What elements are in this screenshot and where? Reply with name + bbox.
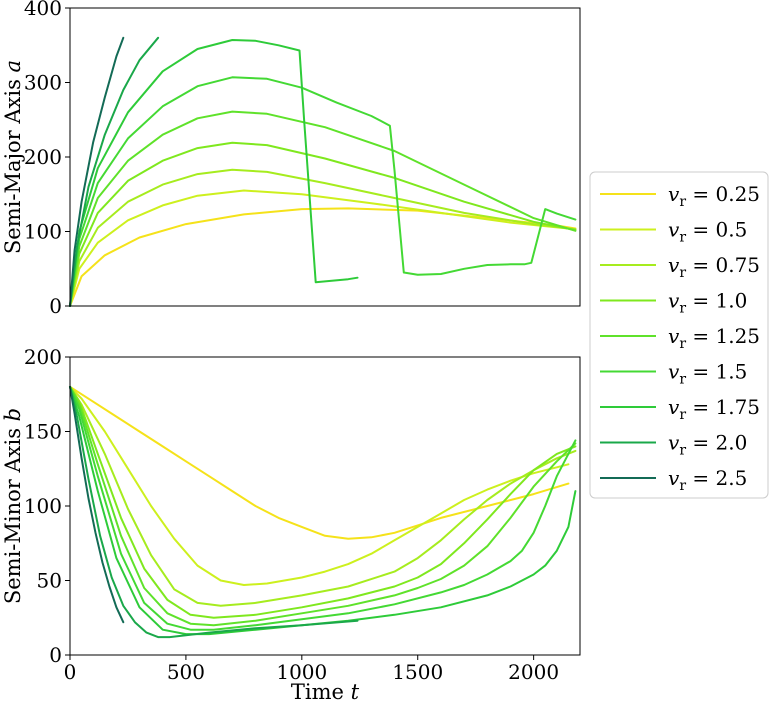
bottom-series-line-6 (69, 385, 577, 631)
legend-label-2: vr = 0.5 (668, 218, 747, 246)
legend-var-subscript: r (679, 336, 686, 352)
top-series-line-7 (69, 39, 359, 307)
top-y-tick-label: 400 (24, 0, 62, 20)
legend-var: v (668, 431, 680, 455)
legend-value: = 1.25 (686, 324, 760, 348)
legend-var: v (668, 360, 680, 384)
bottom-y-tick-label: 200 (24, 345, 62, 369)
legend-var: v (668, 253, 680, 277)
legend-var-subscript: r (679, 443, 686, 459)
legend-var-subscript: r (679, 194, 686, 210)
top-series-line-8 (69, 36, 160, 307)
legend-label-1: vr = 0.25 (668, 182, 760, 210)
top-y-axis-label-var: a (1, 60, 25, 73)
top-series-line-4 (69, 141, 577, 307)
legend-label-8: vr = 2.0 (668, 431, 747, 459)
legend-value: = 0.75 (686, 253, 760, 277)
legend-value: = 1.75 (686, 395, 760, 419)
legend-value: = 0.25 (686, 182, 760, 206)
bottom-x-tick-label: 0 (64, 660, 77, 684)
legend-var-subscript: r (679, 372, 686, 388)
top-series-line-2 (69, 189, 577, 307)
top-series-line-9 (69, 36, 125, 307)
bottom-series-line-3 (69, 385, 577, 607)
top-panel: 0 100 200 300 400 Semi-Major Axis a (1, 0, 581, 318)
top-series-line-6 (69, 76, 577, 307)
top-y-tick-label: 300 (24, 71, 62, 95)
legend-var-subscript: r (679, 478, 686, 494)
x-axis-label: Time t (291, 680, 360, 703)
legend-label-5: vr = 1.25 (668, 324, 760, 352)
bottom-x-tick-label: 500 (167, 660, 205, 684)
legend-value: = 2.5 (686, 466, 747, 490)
legend-var: v (668, 324, 680, 348)
bottom-y-tick-label: 100 (24, 494, 62, 518)
top-y-tick-label: 100 (24, 220, 62, 244)
top-y-axis-label: Semi-Major Axis a (1, 60, 25, 254)
top-y-tick-label: 0 (49, 294, 62, 318)
top-series-line-3 (69, 168, 577, 307)
x-axis-label-var: t (351, 680, 360, 703)
bottom-y-axis-label-text: Semi-Minor Axis (1, 428, 25, 604)
bottom-x-tick-label: 1000 (276, 660, 327, 684)
legend-value: = 0.5 (686, 218, 747, 242)
legend-var-subscript: r (679, 301, 686, 317)
legend-label-3: vr = 0.75 (668, 253, 760, 281)
legend-var: v (668, 218, 680, 242)
top-series-line-1 (69, 207, 577, 307)
bottom-y-tick-label: 0 (49, 643, 62, 667)
top-ticks-group: 0 100 200 300 400 (24, 0, 70, 318)
x-axis-label-text: Time (291, 680, 344, 703)
legend-label-9: vr = 2.5 (668, 466, 747, 494)
bottom-x-tick-label: 1500 (392, 660, 443, 684)
bottom-series-group (69, 385, 577, 639)
bottom-y-tick-label: 50 (37, 569, 62, 593)
bottom-series-line-5 (69, 385, 577, 627)
top-series-group (69, 36, 577, 307)
bottom-series-line-8 (69, 385, 359, 639)
legend-var: v (668, 395, 680, 419)
bottom-y-tick-label: 150 (24, 420, 62, 444)
bottom-series-line-7 (69, 385, 577, 636)
legend-value: = 1.5 (686, 360, 747, 384)
bottom-y-axis-label: Semi-Minor Axis b (1, 408, 25, 604)
top-plot-frame (69, 7, 581, 307)
legend-value: = 2.0 (686, 431, 747, 455)
bottom-series-line-2 (69, 385, 570, 586)
legend-value: = 1.0 (686, 289, 747, 313)
legend-var: v (668, 289, 680, 313)
legend-label-7: vr = 1.75 (668, 395, 760, 423)
legend-frame (589, 171, 769, 499)
bottom-x-tick-label: 2000 (508, 660, 559, 684)
top-y-axis-label-text: Semi-Major Axis (1, 79, 25, 254)
legend-label-6: vr = 1.5 (668, 360, 747, 388)
legend-var-subscript: r (679, 407, 686, 423)
bottom-plot-frame (69, 356, 581, 656)
legend-var: v (668, 466, 680, 490)
top-y-tick-label: 200 (24, 145, 62, 169)
legend-var-subscript: r (679, 230, 686, 246)
bottom-series-line-4 (69, 385, 577, 619)
top-series-line-5 (69, 110, 577, 307)
legend-label-4: vr = 1.0 (668, 289, 747, 317)
bottom-y-axis-label-var: b (1, 408, 25, 421)
bottom-series-line-9 (69, 385, 125, 624)
bottom-series-line-1 (69, 385, 570, 540)
legend-var: v (668, 182, 680, 206)
legend-var-subscript: r (679, 265, 686, 281)
